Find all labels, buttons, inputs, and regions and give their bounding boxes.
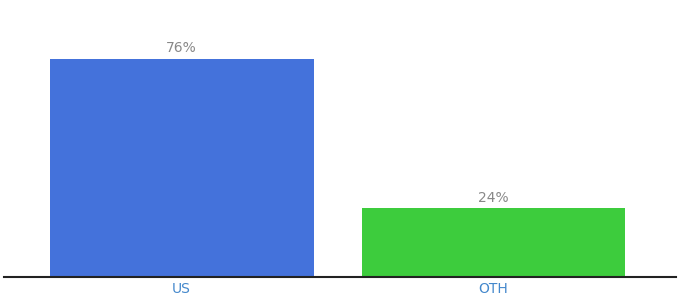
Text: 76%: 76%: [167, 41, 197, 55]
Bar: [362, 208, 626, 277]
Bar: [50, 59, 313, 277]
Text: 24%: 24%: [478, 190, 509, 205]
